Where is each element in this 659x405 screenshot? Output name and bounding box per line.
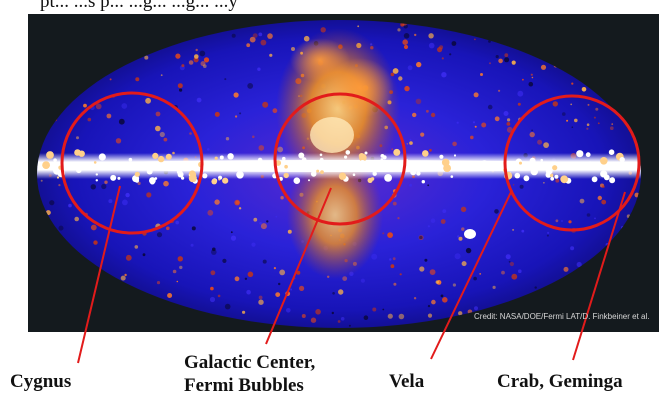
cygnus-circle bbox=[60, 91, 204, 235]
label-fermi-bubbles: Fermi Bubbles bbox=[184, 375, 304, 396]
crab-geminga-pointer bbox=[572, 191, 626, 361]
galactic-center-pointer bbox=[265, 187, 332, 345]
fermi-bubble-south bbox=[287, 151, 383, 279]
label-galactic-center: Galactic Center, bbox=[184, 352, 316, 373]
galactic-plane-sources bbox=[42, 148, 627, 185]
label-cygnus: Cygnus bbox=[10, 371, 72, 392]
bright-point-source bbox=[464, 229, 476, 239]
cygnus-pointer bbox=[77, 185, 121, 364]
image-credit: Credit: NASA/DOE/Fermi LAT/D. Finkbeiner… bbox=[474, 312, 650, 321]
galactic-center-circle bbox=[273, 92, 407, 226]
clipped-top-text: pt... ...s p... ...g... ...g... ...y bbox=[40, 0, 238, 12]
vela-pointer bbox=[430, 189, 513, 360]
label-vela: Vela bbox=[389, 371, 425, 392]
label-crab-geminga: Crab, Geminga bbox=[497, 371, 623, 392]
crab-geminga-circle bbox=[503, 94, 641, 232]
